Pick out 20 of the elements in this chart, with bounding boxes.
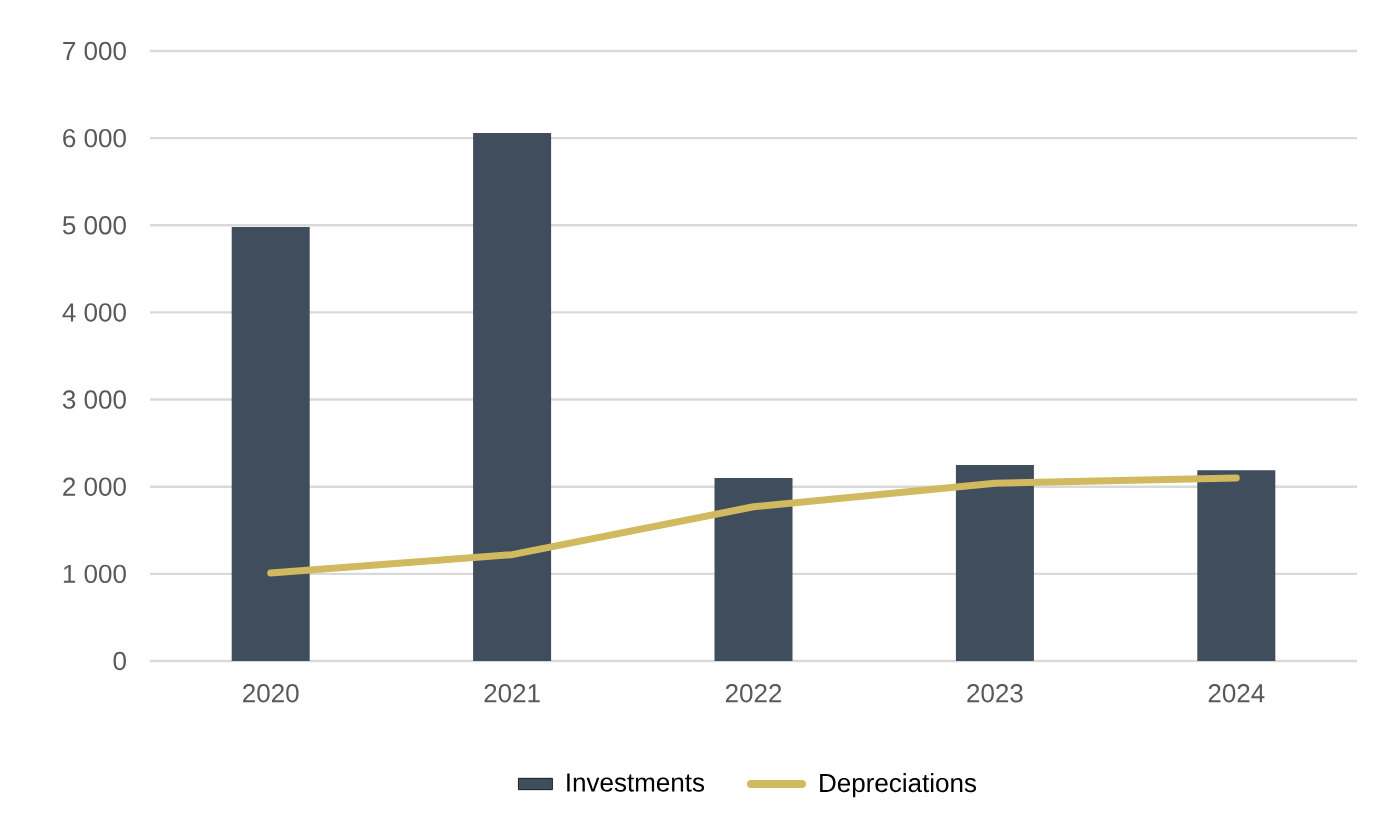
x-tick-label: 2023 [967,684,1023,703]
legend-label: Depreciations [820,773,977,798]
bar [955,464,1034,661]
y-tick-label: 2 000 [63,477,126,496]
bar [714,478,793,661]
y-tick-label: 3 000 [62,390,126,409]
x-tick-label: 2020 [243,684,299,703]
bar [1197,470,1276,661]
bar [473,132,552,661]
legend-label: Investments [567,773,705,792]
y-tick-label: 0 [113,651,126,671]
bar [231,227,310,661]
x-tick-label: 2022 [725,684,782,703]
y-tick-label: 4 000 [62,303,126,322]
y-tick-label: 5 000 [62,216,126,235]
y-tick-label: 7 000 [63,41,126,61]
x-tick-label: 2024 [1208,684,1265,703]
y-tick-label: 1 000 [63,564,126,584]
x-tick-label: 2021 [484,684,540,703]
y-tick-label: 6 000 [63,128,126,148]
